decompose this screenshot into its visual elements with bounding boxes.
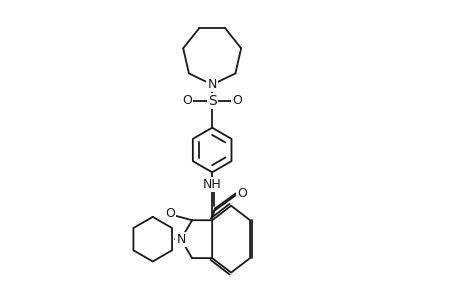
Text: O: O (182, 94, 191, 107)
Text: O: O (232, 94, 242, 107)
Text: N: N (176, 233, 185, 246)
Text: O: O (236, 187, 246, 200)
Text: NH: NH (202, 178, 221, 191)
Text: S: S (207, 94, 216, 108)
Text: N: N (207, 78, 216, 91)
Text: O: O (165, 207, 175, 220)
